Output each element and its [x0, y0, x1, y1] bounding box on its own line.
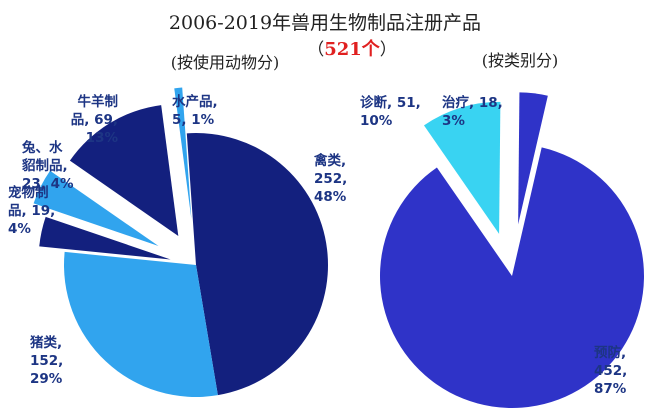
category-slice-3-label: 治疗, 18, 3%: [442, 94, 503, 129]
animal-slice-6-label-line: 水产品,: [172, 93, 218, 110]
animal-slice-3-label-line: 4%: [8, 221, 31, 237]
category-slice-2-label-line: 诊断, 51,: [360, 94, 421, 111]
animal-slice-6-label: 水产品, 5, 1%: [172, 93, 218, 128]
animal-slice-6-label-line: 5, 1%: [172, 112, 215, 128]
total-value: 521个: [324, 38, 381, 60]
animal-slice-2-label: 猪类, 152, 29%: [30, 334, 63, 387]
animal-slice-1: [186, 132, 329, 396]
animal-slice-1-label-line: 禽类,: [313, 152, 346, 169]
animal-slice-4-label-line: 兔、水: [21, 139, 63, 156]
animal-slice-3-label: 宠物制品, 19, 4%: [8, 184, 55, 237]
left-chart-subtitle: (按使用动物分): [171, 53, 280, 72]
chart-title: 2006-2019年兽用生物制品注册产品: [169, 12, 481, 34]
category-slice-3-label-line: 治疗, 18,: [442, 94, 503, 111]
animal-slice-1-label: 禽类, 252, 48%: [313, 152, 347, 205]
right-chart-subtitle: (按类别分): [482, 51, 559, 70]
category-slice-1-label-line: 452,: [594, 363, 627, 379]
animal-slice-6: [174, 87, 192, 220]
category-pie-chart: 预防, 452, 87% 诊断, 51, 10% 治疗, 18, 3%: [360, 92, 644, 408]
animal-slice-3: [39, 216, 171, 260]
animal-slice-2: [64, 251, 218, 397]
category-slice-2-label-line: 10%: [360, 113, 393, 129]
animal-slice-4-label-line: 貂制品,: [21, 157, 68, 174]
animal-slice-4-label: 兔、水貂制品, 23, 4%: [21, 139, 74, 192]
category-slice-1-label: 预防, 452, 87%: [594, 344, 627, 397]
category-slice-2-label: 诊断, 51, 10%: [360, 94, 421, 129]
category-slice-3-label-line: 3%: [442, 113, 465, 129]
animal-slice-3-label-line: 宠物制: [8, 184, 49, 201]
category-slice-3: [518, 92, 548, 225]
animal-slice-4-label-line: 23, 4%: [22, 176, 74, 192]
animal-slice-4: [33, 170, 159, 247]
total-count: （521个）: [307, 38, 397, 60]
animal-slice-2-label-line: 152,: [30, 353, 63, 369]
animal-slice-2-label-line: 29%: [30, 371, 63, 387]
category-slice-1-label-line: 预防,: [594, 344, 626, 361]
animal-slice-3-label-line: 品, 19,: [8, 203, 55, 219]
total-close-paren: ）: [380, 40, 397, 60]
animal-slice-1-label-line: 48%: [314, 189, 347, 205]
animal-slice-5-label-line: 13%: [86, 130, 119, 146]
category-slice-2: [423, 101, 501, 234]
animal-slice-5-label-line: 牛羊制: [78, 93, 119, 110]
animal-slice-5-label-line: 品, 69,: [71, 112, 118, 128]
animal-slice-5-label: 牛羊制品, 69, 13%: [71, 93, 119, 146]
total-open-paren: （: [307, 40, 324, 60]
animal-slice-5: [69, 105, 179, 236]
animal-slice-1-label-line: 252,: [314, 171, 347, 187]
animal-slice-2-label-line: 猪类,: [30, 334, 62, 351]
category-slice-1: [380, 147, 644, 408]
animal-pie-chart: 禽类, 252, 48% 猪类, 152, 29% 宠物制品, 19, 4% 兔、水貂制品, 23…: [8, 87, 347, 397]
category-slice-1-label-line: 87%: [594, 381, 627, 397]
